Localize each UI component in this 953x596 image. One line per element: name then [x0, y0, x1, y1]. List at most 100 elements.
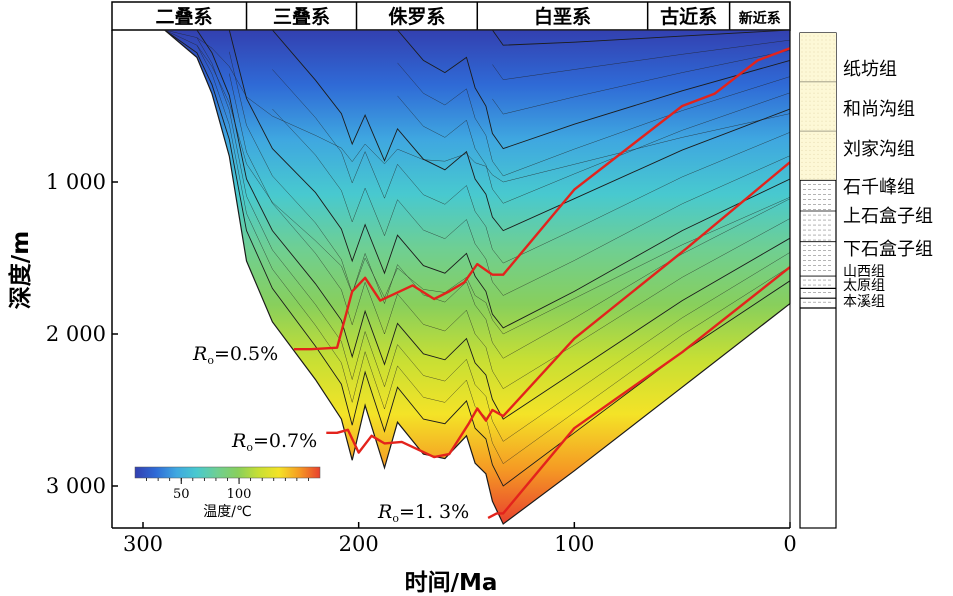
strat-dot	[833, 55, 835, 57]
strat-dot	[805, 124, 807, 126]
strat-dot	[821, 137, 823, 139]
strat-dot	[821, 157, 823, 159]
burial-line-minor	[272, 108, 790, 296]
strat-dot	[809, 137, 811, 139]
strat-dot	[805, 128, 807, 130]
colorbar-label: 温度/℃	[203, 504, 251, 520]
strat-dot	[809, 173, 811, 175]
ro-line	[487, 266, 791, 519]
period-header-frame	[111, 1, 791, 31]
strat-dot	[813, 96, 815, 98]
strat-dot	[833, 71, 835, 73]
colorbar-tick-label: 50	[173, 487, 190, 502]
strat-dot	[805, 145, 807, 147]
strat-dot	[833, 141, 835, 143]
strat-dot	[821, 75, 823, 77]
strat-dot	[829, 47, 831, 49]
strat-dot	[821, 124, 823, 126]
strat-dot	[817, 137, 819, 139]
strat-dot	[821, 79, 823, 81]
strat-dot	[813, 169, 815, 171]
strat-dot	[813, 112, 815, 114]
strat-unit-fill	[800, 131, 836, 181]
strat-dot	[801, 71, 803, 73]
strat-dot	[821, 63, 823, 65]
strat-dot	[833, 63, 835, 65]
strat-dot	[813, 133, 815, 135]
y-axis-title: 深度/m	[7, 231, 34, 309]
strat-dot	[809, 39, 811, 41]
strat-dot	[825, 145, 827, 147]
strat-dot	[805, 51, 807, 53]
strat-dot	[813, 59, 815, 61]
strat-dot	[825, 55, 827, 57]
strat-dot	[833, 145, 835, 147]
strat-dot	[805, 47, 807, 49]
strat-dot	[805, 39, 807, 41]
strat-dot	[829, 51, 831, 53]
strat-dot	[821, 59, 823, 61]
strat-dot	[829, 43, 831, 45]
strat-dot	[801, 153, 803, 155]
strat-dot	[801, 92, 803, 94]
strat-dot	[825, 96, 827, 98]
strat-dot	[825, 104, 827, 106]
strat-dot	[817, 120, 819, 122]
strat-dot	[801, 59, 803, 61]
strat-dot	[829, 67, 831, 69]
strat-dot	[805, 84, 807, 86]
strat-dot	[833, 173, 835, 175]
strat-dot	[809, 79, 811, 81]
strat-dot	[825, 88, 827, 90]
strat-dot	[809, 35, 811, 37]
strat-dot	[801, 39, 803, 41]
strat-dot	[813, 153, 815, 155]
strat-dot	[809, 47, 811, 49]
strat-dot	[821, 145, 823, 147]
strat-dot	[813, 92, 815, 94]
strat-dot	[817, 67, 819, 69]
strat-dot	[833, 149, 835, 151]
strat-dot	[825, 133, 827, 135]
strat-dot	[821, 120, 823, 122]
strat-dot	[825, 100, 827, 102]
strat-dot	[833, 59, 835, 61]
strat-dot	[801, 145, 803, 147]
strat-dot	[821, 169, 823, 171]
strat-dot	[829, 92, 831, 94]
strat-dot	[817, 116, 819, 118]
strat-dot	[805, 153, 807, 155]
strat-dot	[801, 63, 803, 65]
strat-dot	[805, 104, 807, 106]
strat-dot	[813, 88, 815, 90]
strat-dot	[805, 173, 807, 175]
strat-dot	[809, 71, 811, 73]
strat-dot	[821, 84, 823, 86]
strat-dot	[829, 39, 831, 41]
strat-dot	[809, 63, 811, 65]
strat-dot	[817, 71, 819, 73]
burial-line	[228, 30, 790, 329]
burial-line-minor	[397, 62, 790, 177]
strat-unit-label: 上石盒子组	[843, 206, 933, 227]
strat-dot	[821, 47, 823, 49]
strat-dot	[805, 108, 807, 110]
strat-dot	[809, 124, 811, 126]
geologic-period-header: 二叠系 三叠系 侏罗系 白垩系 古近系 新近系	[111, 1, 791, 31]
strat-dot	[805, 55, 807, 57]
strat-dot	[817, 153, 819, 155]
strat-dot	[817, 63, 819, 65]
strat-dot	[817, 145, 819, 147]
strat-dot	[821, 39, 823, 41]
strat-dot	[813, 137, 815, 139]
strat-dot	[833, 51, 835, 53]
strat-dot	[829, 177, 831, 179]
period-label: 新近系	[739, 10, 781, 27]
burial-line-minor	[164, 30, 790, 183]
strat-dot	[809, 177, 811, 179]
strat-dot	[821, 141, 823, 143]
strat-dot	[829, 149, 831, 151]
strat-dot	[809, 84, 811, 86]
strat-dot	[825, 92, 827, 94]
strat-dot	[817, 169, 819, 171]
